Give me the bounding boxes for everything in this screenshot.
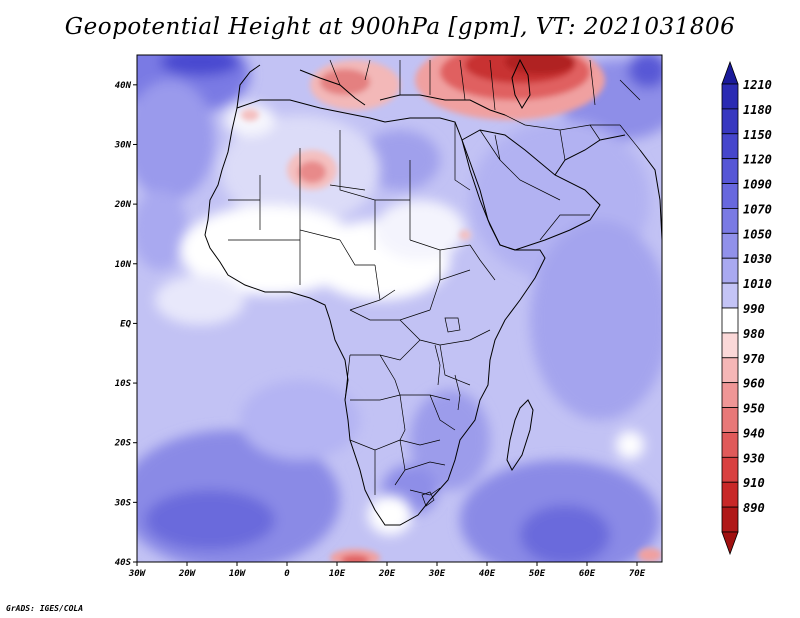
colorbar-swatch bbox=[721, 232, 739, 259]
colorbar-label: 930 bbox=[743, 451, 765, 465]
europe-borders bbox=[329, 59, 641, 111]
lon-tick-label: 60E bbox=[579, 569, 596, 579]
colorbar-swatch bbox=[721, 282, 739, 309]
colorbar-swatch bbox=[721, 133, 739, 160]
gulf-coast bbox=[554, 134, 626, 176]
colorbar-top-arrow bbox=[721, 60, 739, 85]
lon-tick-label: 70E bbox=[629, 569, 646, 579]
colorbar-label: 940 bbox=[743, 426, 765, 440]
field-red-regions bbox=[241, 55, 662, 562]
map-title: Geopotential Height at 900hPa [gpm], VT:… bbox=[64, 14, 736, 40]
colorbar-swatch bbox=[721, 183, 739, 209]
colorbar-label: 1150 bbox=[743, 128, 772, 142]
colorbar-swatch bbox=[721, 506, 739, 533]
colorbar-label: 1210 bbox=[743, 78, 772, 92]
lon-tick-label: 40E bbox=[479, 569, 496, 579]
colorbar-label: 890 bbox=[743, 501, 765, 515]
colorbar-label: 1120 bbox=[743, 153, 772, 167]
colorbar-label: 980 bbox=[743, 327, 765, 341]
colorbar-label: 1180 bbox=[743, 103, 772, 117]
colorbar-swatch bbox=[721, 357, 739, 384]
colorbar-label: 970 bbox=[743, 352, 765, 366]
lon-tick-label: 20W bbox=[178, 569, 197, 579]
lon-tick-label: 10W bbox=[229, 569, 247, 579]
colorbar-swatch bbox=[721, 456, 739, 483]
africa-borders bbox=[228, 122, 496, 496]
lat-tick-label: 10N bbox=[115, 260, 132, 270]
lat-tick-label: 20N bbox=[114, 200, 132, 210]
rift-lakes bbox=[434, 344, 461, 411]
colorbar-label: 1050 bbox=[743, 227, 772, 241]
colorbar-swatch bbox=[721, 158, 739, 184]
lat-tick-label: 40N bbox=[115, 81, 132, 91]
africa-coast bbox=[204, 99, 546, 526]
india-coast bbox=[639, 149, 662, 241]
lat-tick-label: 40S bbox=[115, 558, 132, 568]
lat-tick-label: 20S bbox=[114, 439, 132, 449]
colorbar-bottom-arrow bbox=[721, 531, 739, 556]
colorbar-label: 1030 bbox=[743, 252, 772, 266]
lon-tick-label: 20E bbox=[378, 569, 396, 579]
lat-tick-label: 30S bbox=[114, 498, 132, 508]
colorbar: 1210 1180 1150 1120 1090 1070 1050 1030 1010 990 9… bbox=[721, 60, 772, 556]
colorbar-label: 1010 bbox=[743, 277, 772, 291]
colorbar-swatch bbox=[721, 382, 739, 408]
lesotho-border bbox=[421, 491, 435, 507]
field-blue-regions bbox=[137, 55, 662, 562]
lat-tick-label: 10S bbox=[115, 379, 132, 389]
colorbar-swatch bbox=[721, 208, 739, 234]
lake-victoria bbox=[444, 317, 461, 333]
lon-tick-label: 10E bbox=[329, 569, 346, 579]
map-frame bbox=[136, 54, 663, 563]
colorbar-swatch bbox=[721, 332, 739, 359]
colorbar-swatch bbox=[721, 407, 739, 433]
colorbar-swatch bbox=[721, 307, 739, 334]
colorbar-label: 910 bbox=[743, 476, 765, 490]
lon-tick-label: 0 bbox=[284, 569, 290, 579]
arabia-coast bbox=[461, 129, 601, 251]
colorbar-label: 1070 bbox=[743, 202, 772, 216]
colorbar-swatch bbox=[721, 108, 739, 135]
madagascar-coast bbox=[506, 399, 534, 471]
colorbar-label: 990 bbox=[743, 302, 765, 316]
colorbar-swatch bbox=[721, 257, 739, 284]
lon-tick-label: 50E bbox=[529, 569, 546, 579]
colorbar-swatch bbox=[721, 432, 739, 458]
caspian-coast bbox=[511, 58, 531, 110]
credit-label: GrADS: IGES/COLA bbox=[6, 604, 84, 613]
longitude-axis: 30W 20W 10W 0 10E 20E 30E 40E 50E 60E 70E bbox=[128, 562, 646, 579]
height-field bbox=[137, 55, 662, 562]
latitude-axis: 40N 30N 20N 10N EQ 10S 20S 30S 40S bbox=[114, 81, 137, 568]
country-borders bbox=[228, 59, 641, 507]
lon-tick-label: 30W bbox=[128, 569, 147, 579]
asia-borders bbox=[479, 114, 641, 241]
colorbar-label: 960 bbox=[743, 377, 765, 391]
colorbar-swatch bbox=[721, 481, 739, 508]
colorbar-swatch bbox=[721, 83, 739, 110]
lat-tick-label: EQ bbox=[120, 319, 131, 329]
colorbar-label: 950 bbox=[743, 402, 765, 416]
lon-tick-label: 30E bbox=[428, 569, 446, 579]
lat-tick-label: 30N bbox=[114, 140, 132, 150]
colorbar-label: 1090 bbox=[743, 178, 772, 192]
